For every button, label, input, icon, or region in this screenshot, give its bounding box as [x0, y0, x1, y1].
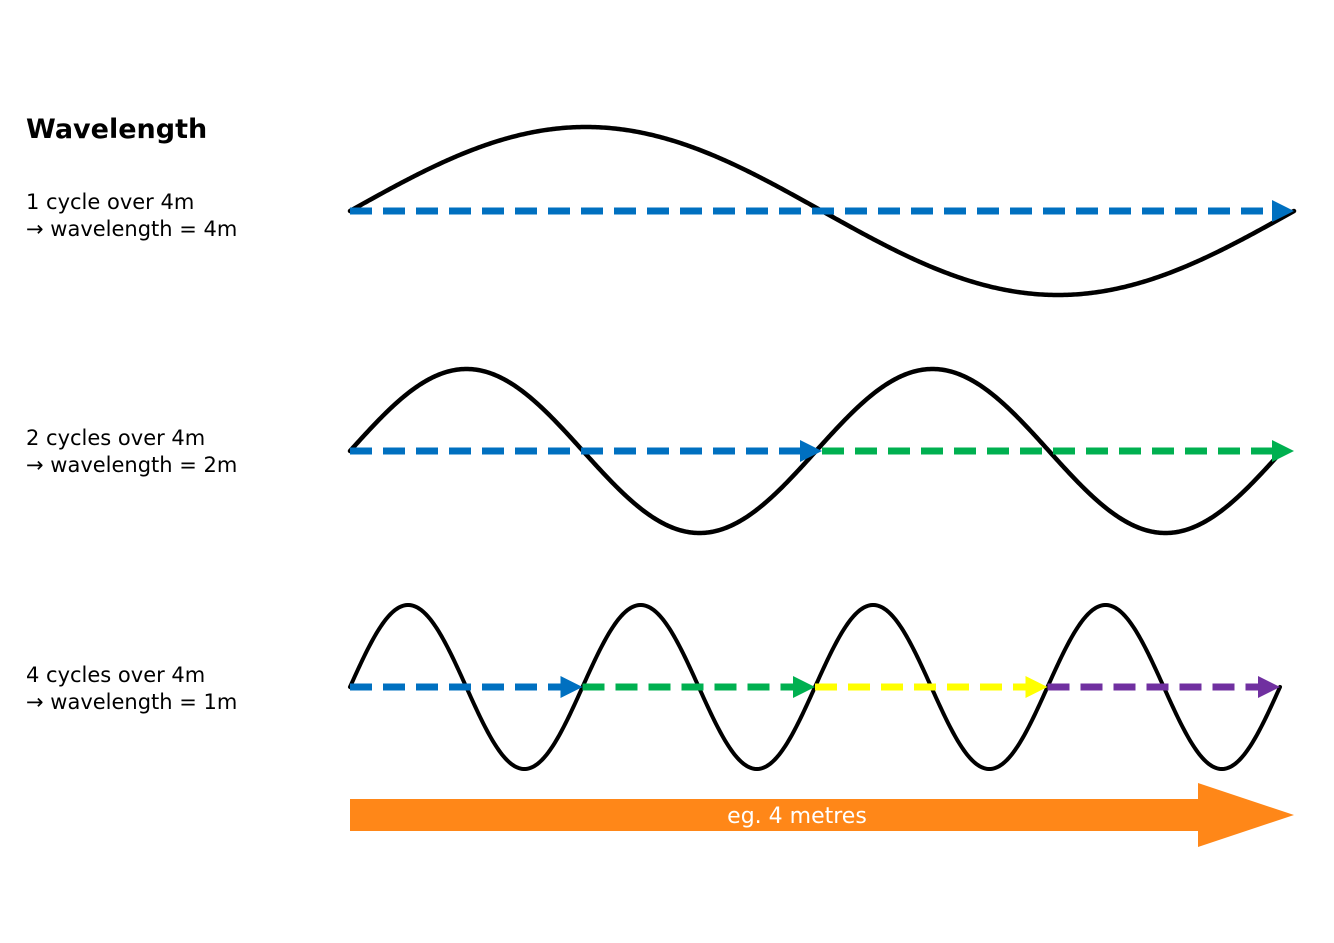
row-2-cycle-2-arrow-head: [1272, 440, 1294, 462]
row-1-caption: 1 cycle over 4m → wavelength = 4m: [26, 189, 237, 243]
row-2-cycle-1-arrow-head: [800, 440, 822, 462]
row-1-cycle-1-arrow-head: [1272, 200, 1294, 222]
row-1-wavelength-text: → wavelength = 4m: [26, 217, 238, 241]
row-2-caption: 2 cycles over 4m → wavelength = 2m: [26, 425, 237, 479]
page-title: Wavelength: [26, 114, 208, 145]
row-3-cycle-1-arrow-head: [560, 676, 583, 698]
row-3-cycle-2-arrow-head: [793, 676, 815, 698]
row-2-wavelength-text: → wavelength = 2m: [26, 453, 238, 477]
row-3-cycle-4-arrow-head: [1258, 676, 1280, 698]
distance-arrow-shape: [350, 783, 1294, 847]
row-3-cycle-3-arrow-head: [1025, 676, 1048, 698]
distance-label: eg. 4 metres: [727, 804, 867, 829]
row-1-cycles-text: 1 cycle over 4m: [26, 190, 195, 214]
row-3-cycles-text: 4 cycles over 4m: [26, 663, 206, 687]
row-2-cycles-text: 2 cycles over 4m: [26, 426, 206, 450]
row-3-wavelength-text: → wavelength = 1m: [26, 690, 238, 714]
dashed-arrows-layer: [350, 200, 1294, 698]
row-3-caption: 4 cycles over 4m → wavelength = 1m: [26, 662, 237, 716]
distance-arrow: eg. 4 metres: [350, 783, 1294, 847]
